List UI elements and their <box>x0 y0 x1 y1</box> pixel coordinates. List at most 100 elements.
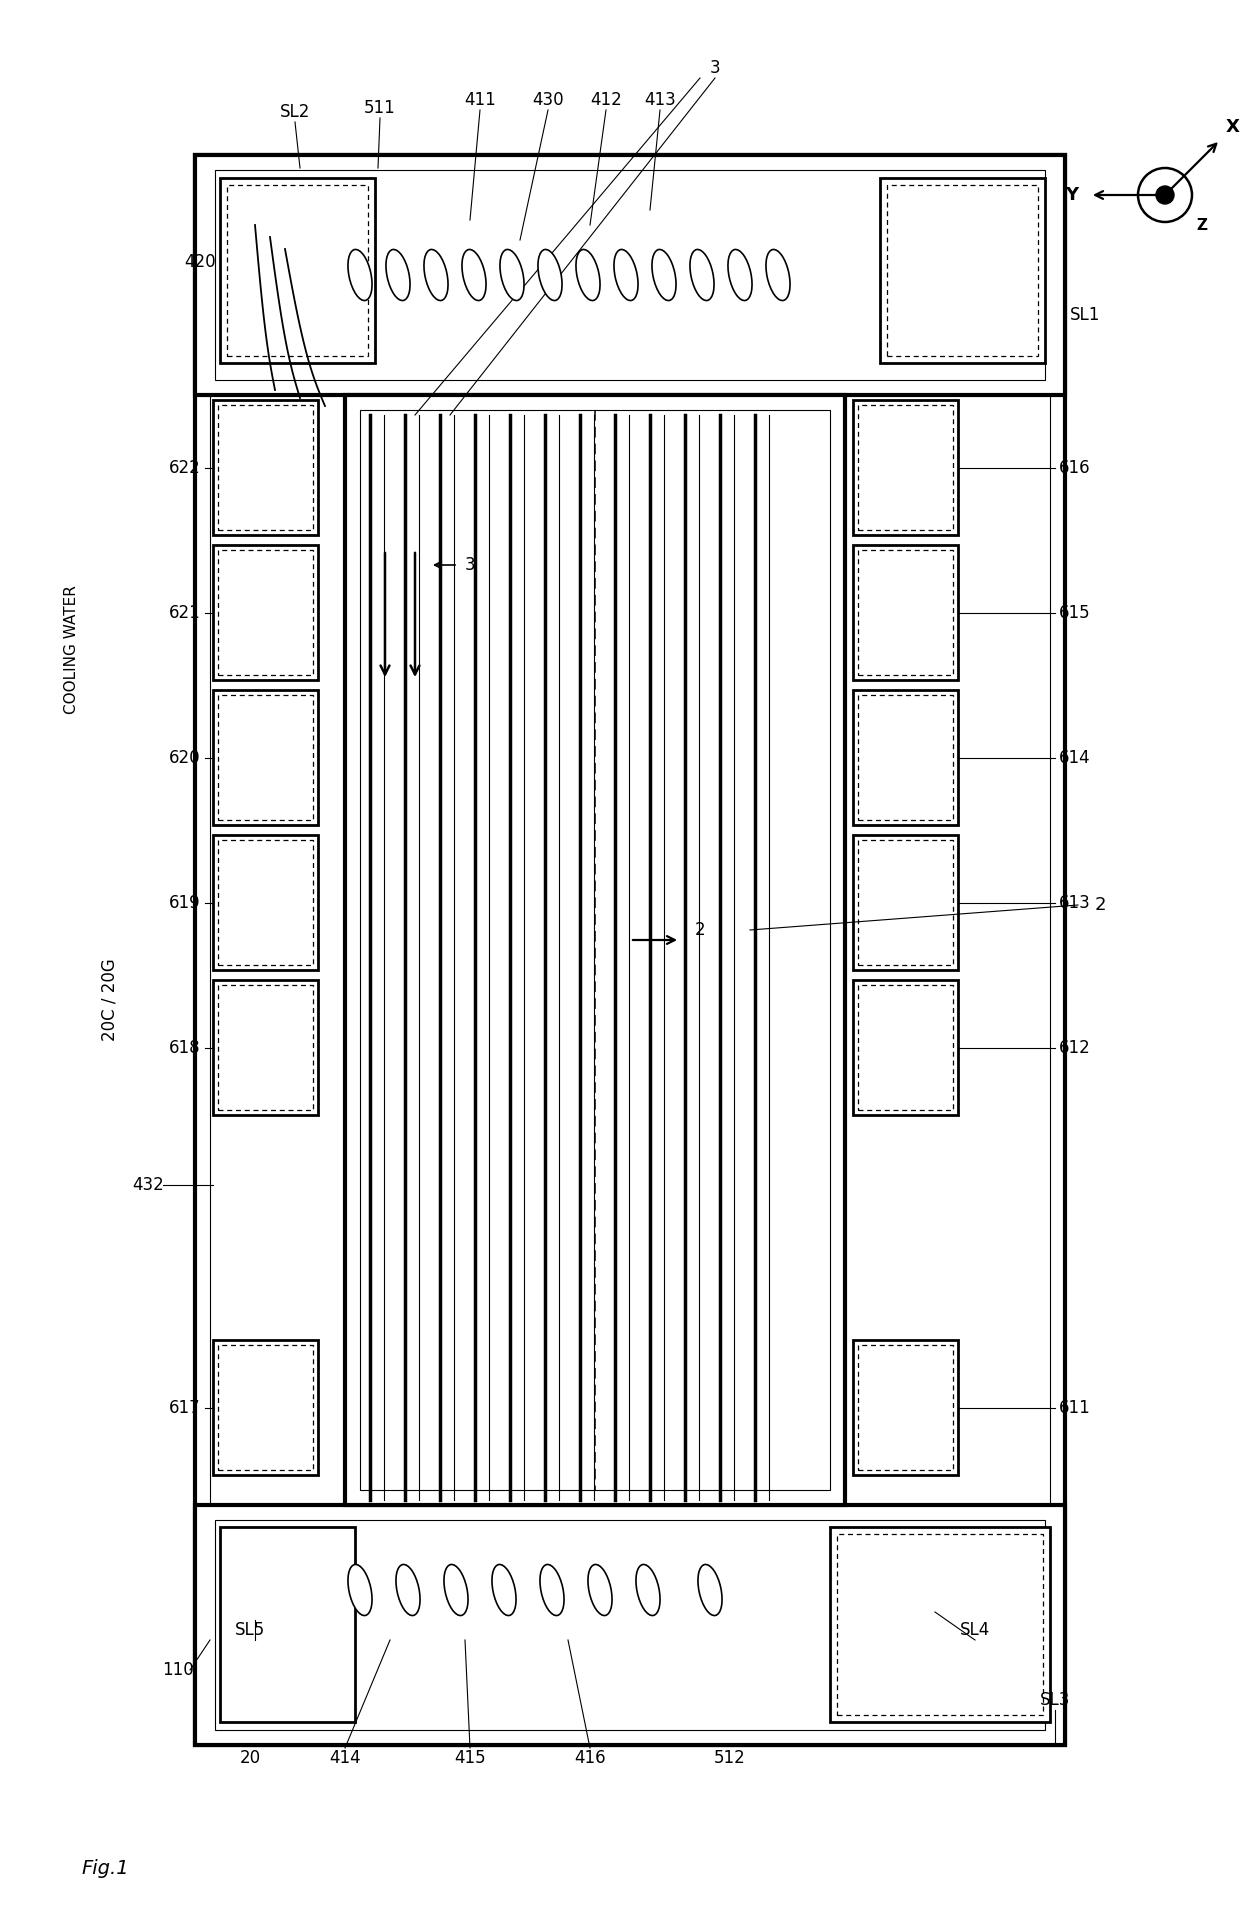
Bar <box>858 549 954 674</box>
Bar <box>858 985 954 1110</box>
Text: 414: 414 <box>329 1748 361 1767</box>
Text: 614: 614 <box>1059 749 1091 766</box>
Bar <box>887 184 1038 355</box>
Bar <box>880 179 1045 363</box>
Text: 2: 2 <box>1094 895 1106 914</box>
Text: 415: 415 <box>454 1748 486 1767</box>
Bar <box>218 839 312 964</box>
Bar <box>213 400 317 536</box>
Bar <box>213 980 317 1114</box>
Text: 613: 613 <box>1059 893 1091 912</box>
Text: SL1: SL1 <box>1070 305 1100 325</box>
Text: X: X <box>1226 117 1240 136</box>
Bar <box>218 1345 312 1470</box>
Bar <box>213 836 317 970</box>
Bar <box>853 1341 959 1475</box>
Text: 420: 420 <box>185 254 216 271</box>
Bar <box>853 400 959 536</box>
Text: 110: 110 <box>162 1662 193 1679</box>
Bar <box>853 980 959 1114</box>
Bar <box>215 1520 1045 1731</box>
Text: 511: 511 <box>365 100 396 117</box>
Bar <box>215 169 1045 380</box>
Bar <box>218 549 312 674</box>
Text: SL4: SL4 <box>960 1621 990 1639</box>
Ellipse shape <box>636 1564 660 1616</box>
Bar <box>218 405 312 530</box>
Ellipse shape <box>444 1564 467 1616</box>
Ellipse shape <box>463 250 486 300</box>
Bar <box>195 156 1065 1744</box>
Bar <box>213 546 317 680</box>
Bar <box>195 156 1065 396</box>
Bar <box>830 1527 1050 1721</box>
Bar <box>345 396 844 1504</box>
Bar <box>853 836 959 970</box>
Text: 617: 617 <box>169 1398 201 1418</box>
Text: 611: 611 <box>1059 1398 1091 1418</box>
Ellipse shape <box>424 250 448 300</box>
Text: SL2: SL2 <box>280 104 310 121</box>
Text: 432: 432 <box>133 1176 164 1195</box>
Text: 615: 615 <box>1059 603 1091 622</box>
Bar <box>858 405 954 530</box>
Text: 413: 413 <box>644 90 676 109</box>
Ellipse shape <box>575 250 600 300</box>
Ellipse shape <box>348 1564 372 1616</box>
Bar <box>858 1345 954 1470</box>
Ellipse shape <box>538 250 562 300</box>
Text: 2: 2 <box>694 920 706 939</box>
Ellipse shape <box>348 250 372 300</box>
Bar <box>195 1504 1065 1744</box>
Ellipse shape <box>492 1564 516 1616</box>
Ellipse shape <box>652 250 676 300</box>
Bar <box>853 546 959 680</box>
Bar <box>837 1535 1043 1715</box>
Text: 619: 619 <box>169 893 201 912</box>
Ellipse shape <box>386 250 410 300</box>
Bar <box>213 690 317 824</box>
Text: 411: 411 <box>464 90 496 109</box>
Text: 20C / 20G: 20C / 20G <box>100 959 119 1041</box>
Bar <box>210 169 1050 1731</box>
Ellipse shape <box>588 1564 613 1616</box>
Circle shape <box>1156 186 1174 204</box>
Ellipse shape <box>500 250 525 300</box>
Text: 3: 3 <box>709 60 720 77</box>
Bar <box>360 409 830 1491</box>
Text: Y: Y <box>1065 186 1079 204</box>
Text: COOLING WATER: COOLING WATER <box>64 586 79 715</box>
Text: Fig.1: Fig.1 <box>81 1858 129 1877</box>
Ellipse shape <box>539 1564 564 1616</box>
Text: SL5: SL5 <box>234 1621 265 1639</box>
Bar <box>853 690 959 824</box>
Text: 621: 621 <box>169 603 201 622</box>
Text: SL3: SL3 <box>1040 1690 1070 1710</box>
Text: 616: 616 <box>1059 459 1091 476</box>
Text: Z: Z <box>1197 219 1208 234</box>
Text: 620: 620 <box>169 749 201 766</box>
Ellipse shape <box>698 1564 722 1616</box>
Bar <box>213 1341 317 1475</box>
Text: 3: 3 <box>465 555 475 574</box>
Ellipse shape <box>396 1564 420 1616</box>
Ellipse shape <box>728 250 751 300</box>
Text: 412: 412 <box>590 90 622 109</box>
Ellipse shape <box>766 250 790 300</box>
Bar <box>218 985 312 1110</box>
Bar <box>858 695 954 820</box>
Text: 512: 512 <box>714 1748 746 1767</box>
Bar <box>219 179 374 363</box>
Text: 612: 612 <box>1059 1039 1091 1057</box>
Ellipse shape <box>689 250 714 300</box>
Text: 20: 20 <box>239 1748 260 1767</box>
Text: 430: 430 <box>532 90 564 109</box>
Bar <box>227 184 368 355</box>
Bar <box>219 1527 355 1721</box>
Text: 416: 416 <box>574 1748 606 1767</box>
Bar <box>858 839 954 964</box>
Text: 622: 622 <box>169 459 201 476</box>
Bar <box>218 695 312 820</box>
Ellipse shape <box>614 250 639 300</box>
Text: 618: 618 <box>169 1039 201 1057</box>
